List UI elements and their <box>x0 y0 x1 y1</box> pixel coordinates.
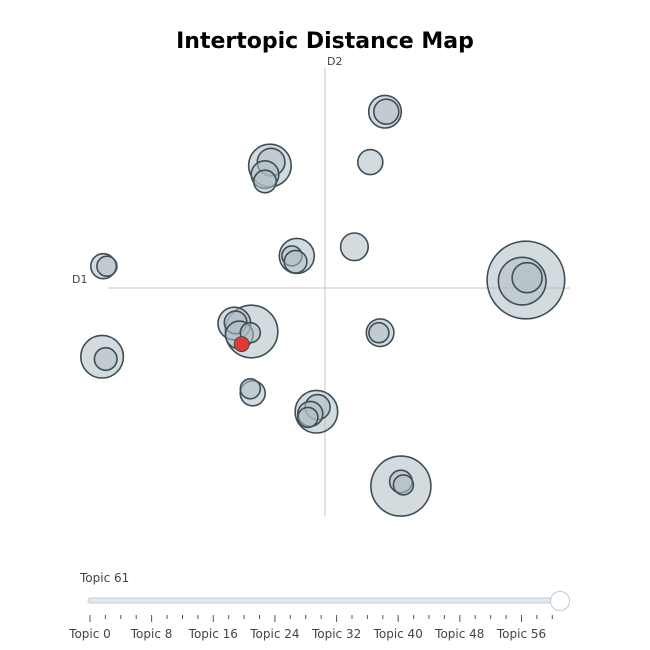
slider-track[interactable] <box>87 597 562 604</box>
slider-tick-label: Topic 40 <box>373 627 423 641</box>
slider-ticks: Topic 0 Topic 8 Topic 16 Topic 24 Topic 32 To… <box>68 615 553 641</box>
topic-bubble[interactable] <box>297 406 319 429</box>
topic-bubble[interactable] <box>511 261 543 294</box>
d2-axis-label: D2 <box>327 55 342 68</box>
topic-bubble[interactable] <box>356 148 384 176</box>
topic-bubble[interactable] <box>392 474 415 496</box>
selected-topic-bubble[interactable] <box>233 336 250 353</box>
slider-tick-label: Topic 16 <box>188 627 238 641</box>
topic-bubble[interactable] <box>283 249 308 274</box>
slider-handle[interactable] <box>550 591 570 611</box>
topic-bubble[interactable] <box>368 321 390 344</box>
slider-current-label: Topic 61 <box>79 571 129 585</box>
topic-bubble[interactable] <box>93 346 118 372</box>
topic-bubble[interactable] <box>239 377 262 400</box>
topic-bubble[interactable] <box>339 232 370 262</box>
slider-tick-label: Topic 24 <box>249 627 299 641</box>
slider-tick-label: Topic 32 <box>311 627 361 641</box>
topic-bubble[interactable] <box>96 255 118 278</box>
topic-bubbles <box>80 94 566 517</box>
chart-title: Intertopic Distance Map <box>176 29 474 54</box>
slider-tick-label: Topic 48 <box>434 627 484 641</box>
topic-bubble[interactable] <box>372 98 400 125</box>
topic-slider[interactable]: Topic 61 Topic 0 Topic 8 Topic 16 Topic 24 T… <box>68 571 570 641</box>
slider-tick-label: Topic 56 <box>496 627 546 641</box>
slider-tick-label: Topic 0 <box>68 627 111 641</box>
topic-bubble[interactable] <box>252 169 278 194</box>
d1-axis-label: D1 <box>72 273 87 286</box>
slider-tick-label: Topic 8 <box>130 627 173 641</box>
